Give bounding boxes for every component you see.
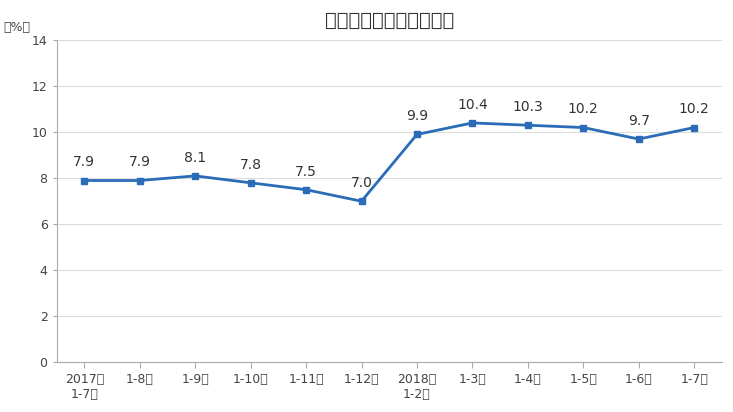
Text: 7.9: 7.9 [129, 155, 151, 169]
Text: 10.4: 10.4 [457, 98, 487, 112]
Text: 9.7: 9.7 [627, 114, 649, 128]
Text: 10.3: 10.3 [512, 100, 543, 114]
Text: 7.9: 7.9 [73, 155, 95, 169]
Title: 全国房地产开发投资增速: 全国房地产开发投资增速 [325, 11, 454, 30]
Text: 10.2: 10.2 [679, 103, 710, 117]
Text: 7.8: 7.8 [240, 158, 262, 172]
Text: 7.0: 7.0 [350, 176, 372, 190]
Text: 10.2: 10.2 [568, 103, 599, 117]
Text: 8.1: 8.1 [184, 151, 206, 165]
Text: （%）: （%） [4, 21, 30, 33]
Text: 9.9: 9.9 [406, 109, 428, 123]
Text: 7.5: 7.5 [295, 165, 317, 179]
